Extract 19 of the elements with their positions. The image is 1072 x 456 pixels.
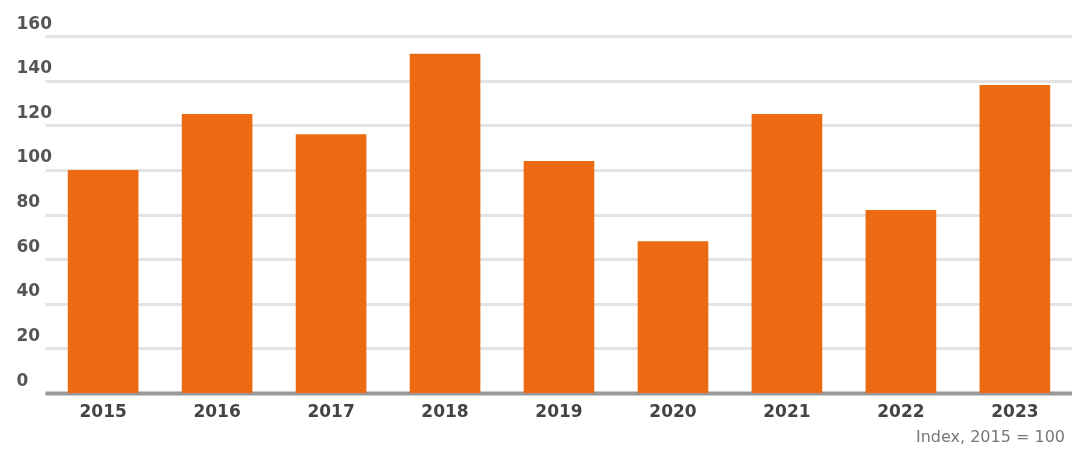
y-tick-label: 100 <box>16 146 53 167</box>
x-tick-label: 2021 <box>763 400 811 421</box>
x-tick-label: 2020 <box>649 400 697 421</box>
x-tick-label: 2022 <box>877 400 925 421</box>
text: Index, 2015 = 100 <box>915 427 1065 446</box>
x-tick-label: 2023 <box>991 400 1039 421</box>
y-tick-label: 40 <box>16 280 41 301</box>
y-tick-label: 120 <box>16 101 53 122</box>
x-tick-label: 2016 <box>193 400 241 421</box>
x-tick-label: 2017 <box>307 400 355 421</box>
y-tick-label: 80 <box>16 191 41 211</box>
y-tick-label: 140 <box>16 57 53 78</box>
x-tick-label: 2018 <box>421 400 469 421</box>
x-tick-label: 2015 <box>79 400 127 421</box>
y-tick-label: 0 <box>16 369 29 390</box>
y-tick-label: 160 <box>16 12 53 33</box>
y-tick-label: 60 <box>16 235 41 256</box>
y-tick-label: 20 <box>16 324 41 345</box>
x-tick-label: 2019 <box>535 400 583 421</box>
